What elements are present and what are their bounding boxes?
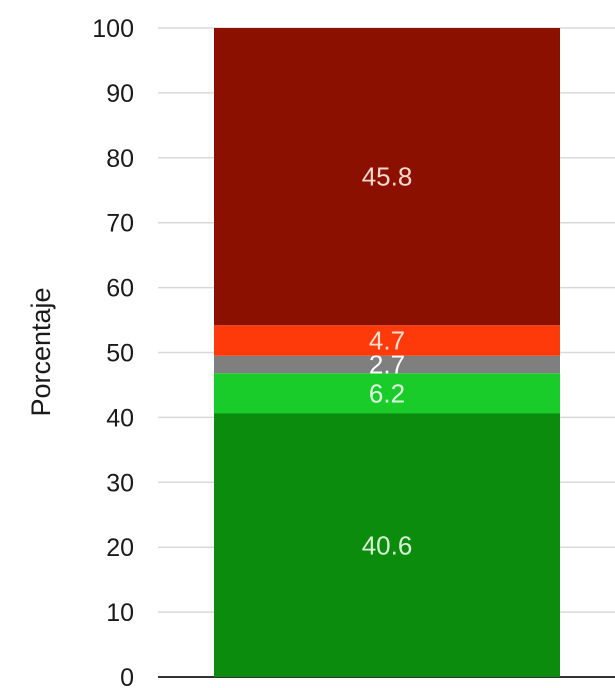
y-tick-label: 50 bbox=[106, 340, 134, 368]
segment-value-label: 2.7 bbox=[369, 350, 405, 380]
segment-value-label: 4.7 bbox=[369, 325, 405, 355]
y-tick-label: 60 bbox=[106, 275, 134, 303]
bar-segments bbox=[214, 28, 560, 677]
segment-value-label: 45.8 bbox=[362, 162, 413, 192]
bar-segment bbox=[214, 325, 560, 356]
y-tick-label: 20 bbox=[106, 534, 134, 562]
y-tick-label: 10 bbox=[106, 599, 134, 627]
y-axis-title: Porcentaje bbox=[26, 287, 56, 416]
y-tick-label: 90 bbox=[106, 80, 134, 108]
segment-data-labels: 40.6 6.22.74.7 45.8 bbox=[362, 162, 413, 561]
y-tick-label: 40 bbox=[106, 404, 134, 432]
bar-segment bbox=[214, 28, 560, 326]
bar-segment bbox=[214, 373, 560, 414]
y-tick-label: 70 bbox=[106, 210, 134, 238]
bar-segment bbox=[214, 355, 560, 374]
bar-segment bbox=[214, 413, 560, 677]
y-tick-label: 0 bbox=[120, 664, 134, 688]
y-tick-labels: 0 10 20 30 40 50 60 70 80 90 100 bbox=[92, 15, 134, 688]
y-tick-label: 30 bbox=[106, 469, 134, 497]
segment-value-label: 40.6 bbox=[362, 530, 413, 560]
y-tick-label: 100 bbox=[92, 15, 134, 43]
y-tick-label: 80 bbox=[106, 145, 134, 173]
segment-value-label: 6.2 bbox=[369, 378, 405, 408]
